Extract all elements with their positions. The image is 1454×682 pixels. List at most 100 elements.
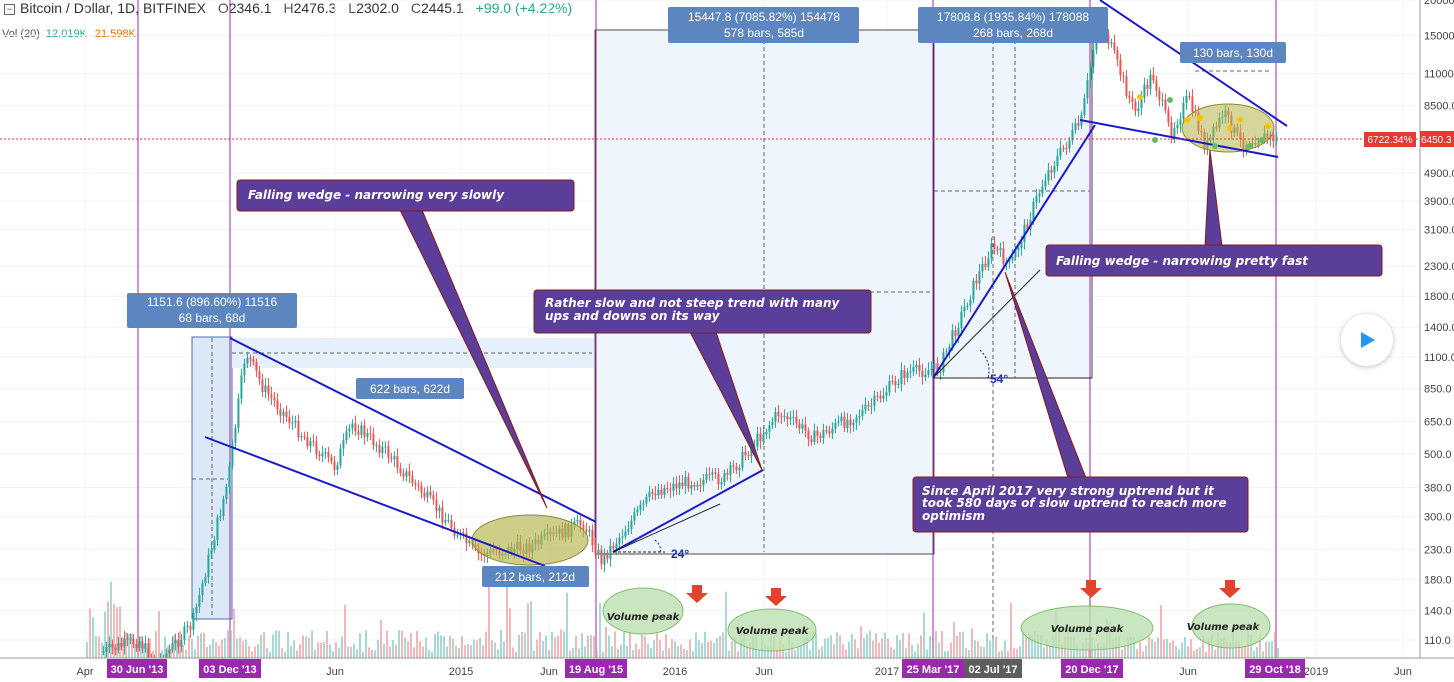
- candle-body: [945, 351, 948, 353]
- candle-body: [375, 445, 378, 447]
- info-bars-212: [482, 566, 589, 587]
- candle-body: [1038, 193, 1041, 197]
- volume-bar: [1034, 630, 1036, 658]
- volume-bar: [1253, 650, 1255, 658]
- candle-body: [612, 545, 615, 549]
- play-button[interactable]: [1341, 314, 1393, 366]
- date-tag-1: [107, 659, 167, 678]
- candle-body: [939, 371, 942, 373]
- volume-bar: [1244, 645, 1246, 658]
- candle-body: [810, 439, 813, 442]
- volume-bar: [461, 636, 463, 658]
- candle-body: [192, 612, 195, 630]
- collapse-icon[interactable]: −: [4, 4, 15, 15]
- info-bars-130-text: 130 bars, 130d: [1193, 46, 1273, 60]
- volume-bar: [836, 632, 838, 658]
- y-tick-label: 3100.0: [1424, 224, 1454, 236]
- candle-body: [174, 640, 177, 644]
- candle-body: [744, 451, 747, 456]
- signal-dot: [1265, 123, 1271, 129]
- x-tick-label: Apr: [76, 666, 93, 678]
- consolidation-ellipse-2015: [471, 514, 589, 566]
- candle-body: [1170, 122, 1173, 138]
- volume-bar: [365, 630, 367, 658]
- volume-bar: [275, 630, 277, 658]
- price-axis[interactable]: 20000 15000 11000 8500.0 6450.3 4900.0 3900.0 3…: [1424, 0, 1454, 647]
- candle-body: [1086, 80, 1089, 99]
- volume-peak-ellipse-4: [1191, 603, 1271, 649]
- candle-body: [678, 482, 681, 489]
- volume-bar: [1268, 641, 1270, 658]
- candle-body: [102, 651, 105, 653]
- volume-bar: [734, 636, 736, 658]
- volume-bar: [620, 644, 622, 658]
- volume-bar: [1040, 635, 1042, 658]
- candle-body: [672, 483, 675, 491]
- volume-bar: [284, 651, 286, 658]
- candle-body: [1122, 75, 1125, 77]
- candle-body: [351, 423, 354, 429]
- candle-body: [582, 525, 585, 530]
- candle-body: [1083, 98, 1086, 115]
- volume-bar: [983, 646, 985, 658]
- candle-body: [243, 363, 246, 376]
- volume-bar: [776, 649, 778, 658]
- volume-bar: [893, 649, 895, 658]
- candle-body: [660, 489, 663, 495]
- volume-bar: [203, 632, 205, 658]
- low-value: 2302.0: [356, 0, 399, 16]
- volume-bar: [344, 604, 346, 658]
- price-tag-left-text: 6722.34%: [1367, 135, 1412, 146]
- candle-body: [171, 643, 174, 650]
- candle-body: [402, 473, 405, 477]
- candle-body: [441, 507, 444, 523]
- volume-peak-ellipse-2: [727, 608, 817, 652]
- volume-bar: [950, 642, 952, 658]
- volume-bar: [224, 637, 226, 658]
- volume-bar: [467, 643, 469, 658]
- volume-bar: [473, 639, 475, 658]
- candle-body: [693, 485, 696, 487]
- candle-body: [306, 437, 309, 447]
- chart-header: − Bitcoin / Dollar, 1D, BITFINEX O2346.1 …: [0, 0, 572, 16]
- volume-bar: [884, 632, 886, 658]
- info-range-2013-line2: 68 bars, 68d: [179, 311, 246, 325]
- x-tick-label: 2015: [449, 666, 473, 678]
- volume-bar: [1037, 633, 1039, 658]
- candle-body: [1113, 42, 1116, 51]
- volume-bar: [665, 634, 667, 658]
- candle-body: [378, 445, 381, 453]
- candle-body: [126, 638, 129, 640]
- volume-bar: [239, 637, 241, 658]
- info-range-2017: [918, 7, 1108, 43]
- candle-body: [783, 416, 786, 418]
- candle-body: [1089, 66, 1092, 81]
- volume-bar: [1124, 645, 1126, 658]
- volume-bar: [1025, 636, 1027, 658]
- volume-bar: [1079, 649, 1081, 658]
- volume-bar: [1208, 639, 1210, 658]
- x-tick-label: Jun: [755, 666, 773, 678]
- volume-bar: [1157, 637, 1159, 658]
- candle-body: [1140, 97, 1143, 109]
- volume-value-1: 12.019K: [45, 28, 87, 40]
- candle-body: [1002, 248, 1005, 265]
- volume-bar: [98, 636, 100, 658]
- candle-body: [780, 416, 783, 418]
- candle-body: [747, 455, 750, 457]
- y-tick-label: 380.0: [1424, 483, 1452, 495]
- candle-body: [1143, 84, 1146, 98]
- callout-uptrend-text-2: took 580 days of slow uptrend to reach m…: [922, 496, 1227, 510]
- down-arrow-1: [686, 585, 708, 603]
- candle-body: [609, 545, 612, 559]
- volume-bar: [869, 630, 871, 658]
- candle-body: [381, 446, 384, 453]
- time-axis[interactable]: Apr Jun 2015 Jun 2016 Jun 2017 Jun 2019 Jun: [76, 666, 1411, 678]
- volume-bar: [1178, 649, 1180, 658]
- x-tick-label: Jun: [326, 666, 344, 678]
- volume-bar: [938, 643, 940, 658]
- candle-body: [252, 359, 255, 362]
- volume-bar: [1196, 648, 1198, 658]
- volume-bar: [1187, 646, 1189, 658]
